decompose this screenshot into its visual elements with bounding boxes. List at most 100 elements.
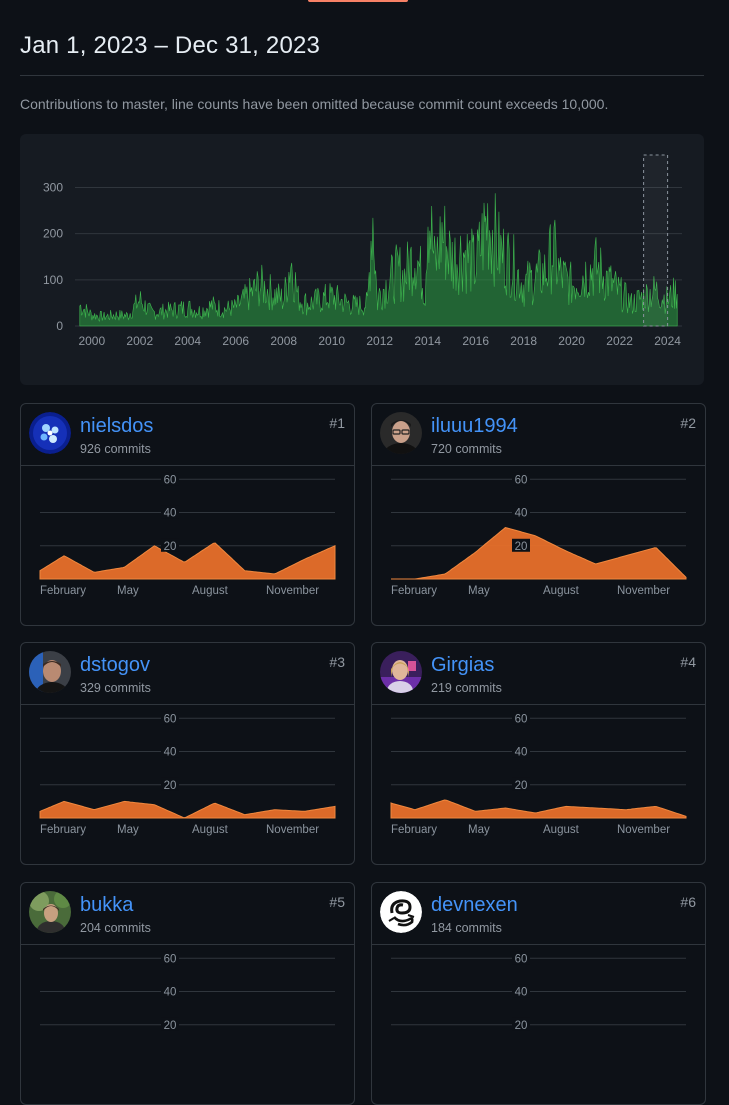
tab-active-indicator: [308, 0, 408, 2]
contributor-activity-chart: 20 40 60: [391, 951, 686, 1032]
y-tick-label: 20: [515, 1020, 528, 1032]
contributor-header: iluuu1994 720 commits #2: [372, 404, 705, 466]
y-tick-label-bg: [161, 505, 179, 519]
contributor-activity-area: [391, 527, 687, 580]
contributor-rank: #5: [329, 894, 345, 910]
x-tick-label: May: [468, 824, 490, 836]
y-tick-label: 300: [43, 180, 63, 194]
x-tick-label: 2000: [78, 334, 105, 348]
y-tick-label: 40: [164, 747, 177, 759]
commit-count: 329 commits: [80, 681, 151, 695]
x-tick-label: 2012: [366, 334, 393, 348]
x-tick-label: August: [543, 585, 580, 597]
commits-overview-chart[interactable]: 0 100 200 300 2000 2002 2004 2006 2008 2010 2012 2…: [20, 134, 704, 385]
y-tick-label: 40: [515, 508, 528, 520]
commit-count: 720 commits: [431, 442, 502, 456]
contributor-activity-area: [39, 800, 336, 819]
x-tick-label: 2008: [270, 334, 297, 348]
contributor-header: nielsdos 926 commits #1: [21, 404, 354, 466]
x-tick-label: May: [117, 585, 139, 597]
y-tick-label: 100: [43, 273, 63, 287]
avatar-icon[interactable]: [380, 412, 422, 454]
y-tick-label: 20: [164, 1020, 177, 1032]
avatar-icon[interactable]: [29, 412, 71, 454]
y-tick-label: 20: [164, 780, 177, 792]
y-axis: 0 100 200 300: [43, 180, 63, 333]
y-tick-label: 40: [164, 508, 177, 520]
contributor-activity-chart: 20 40 60 February May August November: [39, 711, 336, 836]
commit-count: 219 commits: [431, 681, 502, 695]
commit-count: 184 commits: [431, 921, 502, 935]
contributor-header: bukka 204 commits #5: [21, 883, 354, 945]
commits-area: [79, 193, 678, 327]
contributor-username-link[interactable]: devnexen: [431, 894, 518, 916]
contributor-activity-area: [39, 542, 336, 580]
contributor-header: devnexen 184 commits #6: [372, 883, 705, 945]
y-tick-label-bg: [161, 777, 179, 791]
contributor-username-link[interactable]: bukka: [80, 894, 134, 916]
y-tick-label-bg: [512, 538, 530, 552]
y-tick-label-bg: [512, 984, 530, 998]
contributor-username-link[interactable]: Girgias: [431, 654, 495, 676]
y-tick-label-bg: [512, 505, 530, 519]
x-tick-label: 2014: [414, 334, 441, 348]
y-tick-label: 60: [164, 474, 177, 486]
y-tick-label-bg: [512, 951, 530, 965]
x-tick-label: 2018: [510, 334, 537, 348]
contributor-username-link[interactable]: dstogov: [80, 654, 151, 676]
y-tick-label-bg: [161, 711, 179, 725]
contributor-rank: #3: [329, 654, 345, 670]
x-tick-label: 2004: [174, 334, 201, 348]
contributor-card: devnexen 184 commits #6 20 40 60: [371, 882, 706, 1105]
contributor-card: iluuu1994 720 commits #2 20 40 60 February M…: [371, 403, 706, 626]
y-tick-label-bg: [512, 711, 530, 725]
x-tick-label: August: [192, 824, 229, 836]
contributor-header: dstogov 329 commits #3: [21, 643, 354, 705]
y-tick-label: 40: [515, 747, 528, 759]
y-tick-label: 40: [515, 987, 528, 999]
contributor-activity-chart: 20 40 60 February May August November: [390, 711, 687, 836]
y-tick-label: 60: [515, 953, 528, 965]
contributor-card: dstogov 329 commits #3 20 40 60 February May…: [20, 642, 355, 865]
x-tick-label: 2022: [606, 334, 633, 348]
contributor-activity-chart: 20 40 60 February May August November: [39, 472, 336, 597]
x-tick-label: 2016: [462, 334, 489, 348]
page-header: Jan 1, 2023 – Dec 31, 2023: [20, 32, 704, 60]
y-tick-label: 60: [164, 953, 177, 965]
x-tick-label: November: [266, 824, 319, 836]
y-tick-label: 20: [164, 541, 177, 553]
x-axis: 2000 2002 2004 2006 2008 2010 2012 2014 2016 2018…: [78, 334, 681, 348]
contributor-card: bukka 204 commits #5 20 40 60: [20, 882, 355, 1105]
y-tick-label-bg: [512, 744, 530, 758]
contributor-username-link[interactable]: nielsdos: [80, 415, 154, 437]
y-tick-label: 0: [56, 319, 63, 333]
y-tick-label: 60: [515, 474, 528, 486]
contributor-header: Girgias 219 commits #4: [372, 643, 705, 705]
x-tick-label: February: [391, 824, 437, 836]
x-tick-label: February: [391, 585, 437, 597]
contributor-card: nielsdos 926 commits #1 20 40 60 February Ma…: [20, 403, 355, 626]
x-tick-label: 2020: [558, 334, 585, 348]
contributor-card: Girgias 219 commits #4 20 40 60 February May…: [371, 642, 706, 865]
contributor-rank: #2: [680, 415, 696, 431]
x-tick-label: May: [468, 585, 490, 597]
date-range-selection-brush[interactable]: [643, 154, 669, 327]
avatar-icon[interactable]: [380, 891, 422, 933]
x-tick-label: November: [266, 585, 319, 597]
contributor-rank: #1: [329, 415, 345, 431]
x-tick-label: August: [543, 824, 580, 836]
y-tick-label-bg: [161, 984, 179, 998]
y-tick-label: 60: [515, 713, 528, 725]
avatar-icon[interactable]: [29, 651, 71, 693]
x-tick-label: February: [40, 824, 86, 836]
y-tick-label-bg: [161, 744, 179, 758]
contributor-username-link[interactable]: iluuu1994: [431, 415, 518, 437]
y-tick-label-bg: [161, 472, 179, 486]
avatar-icon[interactable]: [29, 891, 71, 933]
x-tick-label: November: [617, 585, 670, 597]
x-tick-label: November: [617, 824, 670, 836]
x-tick-label: August: [192, 585, 229, 597]
avatar-icon[interactable]: [380, 651, 422, 693]
y-tick-label-bg: [512, 777, 530, 791]
